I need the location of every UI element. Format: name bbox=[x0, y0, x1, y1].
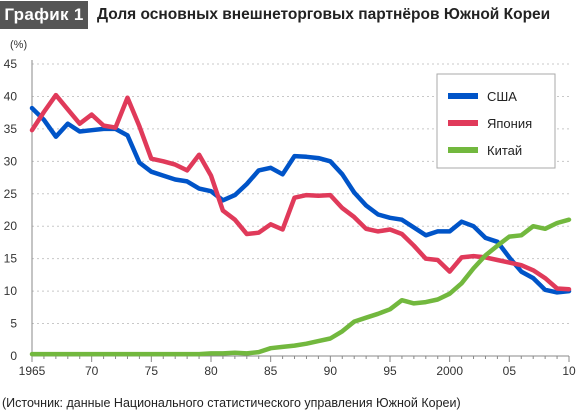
y-tick-label: 25 bbox=[4, 187, 18, 201]
x-tick-label: 10 bbox=[562, 364, 576, 378]
y-tick-label: 30 bbox=[4, 154, 18, 168]
series-line-2 bbox=[29, 92, 572, 292]
x-tick-label: 90 bbox=[324, 364, 338, 378]
series-line-1 bbox=[29, 105, 572, 295]
x-tick-label: 1965 bbox=[19, 364, 46, 378]
legend-label: Япония bbox=[487, 116, 532, 131]
y-axis-label: (%) bbox=[10, 39, 27, 51]
x-tick-label: 80 bbox=[204, 364, 218, 378]
y-tick-label: 45 bbox=[4, 57, 18, 71]
x-tick-label: 75 bbox=[145, 364, 159, 378]
x-tick-label: 70 bbox=[85, 364, 99, 378]
chart-title: Доля основных внешнеторговых партнёров Ю… bbox=[97, 6, 551, 23]
figure-badge: График 1 bbox=[0, 1, 88, 29]
y-tick-label: 0 bbox=[10, 349, 17, 363]
source-note: (Источник: данные Национального статисти… bbox=[2, 396, 461, 410]
y-tick-label: 15 bbox=[4, 252, 18, 266]
x-tick-label: 05 bbox=[503, 364, 517, 378]
x-tick-label: 85 bbox=[264, 364, 278, 378]
legend-label: Китай bbox=[487, 143, 522, 158]
y-tick-label: 35 bbox=[4, 122, 18, 136]
y-tick-label: 20 bbox=[4, 219, 18, 233]
legend-label: США bbox=[487, 89, 517, 104]
series-line-3 bbox=[29, 217, 572, 357]
chart-header: График 1 Доля основных внешнеторговых па… bbox=[0, 0, 584, 32]
x-tick-label: 95 bbox=[383, 364, 397, 378]
y-tick-label: 10 bbox=[4, 284, 18, 298]
y-tick-label: 5 bbox=[10, 317, 17, 331]
x-tick-label: 2000 bbox=[436, 364, 463, 378]
y-tick-label: 40 bbox=[4, 89, 18, 103]
